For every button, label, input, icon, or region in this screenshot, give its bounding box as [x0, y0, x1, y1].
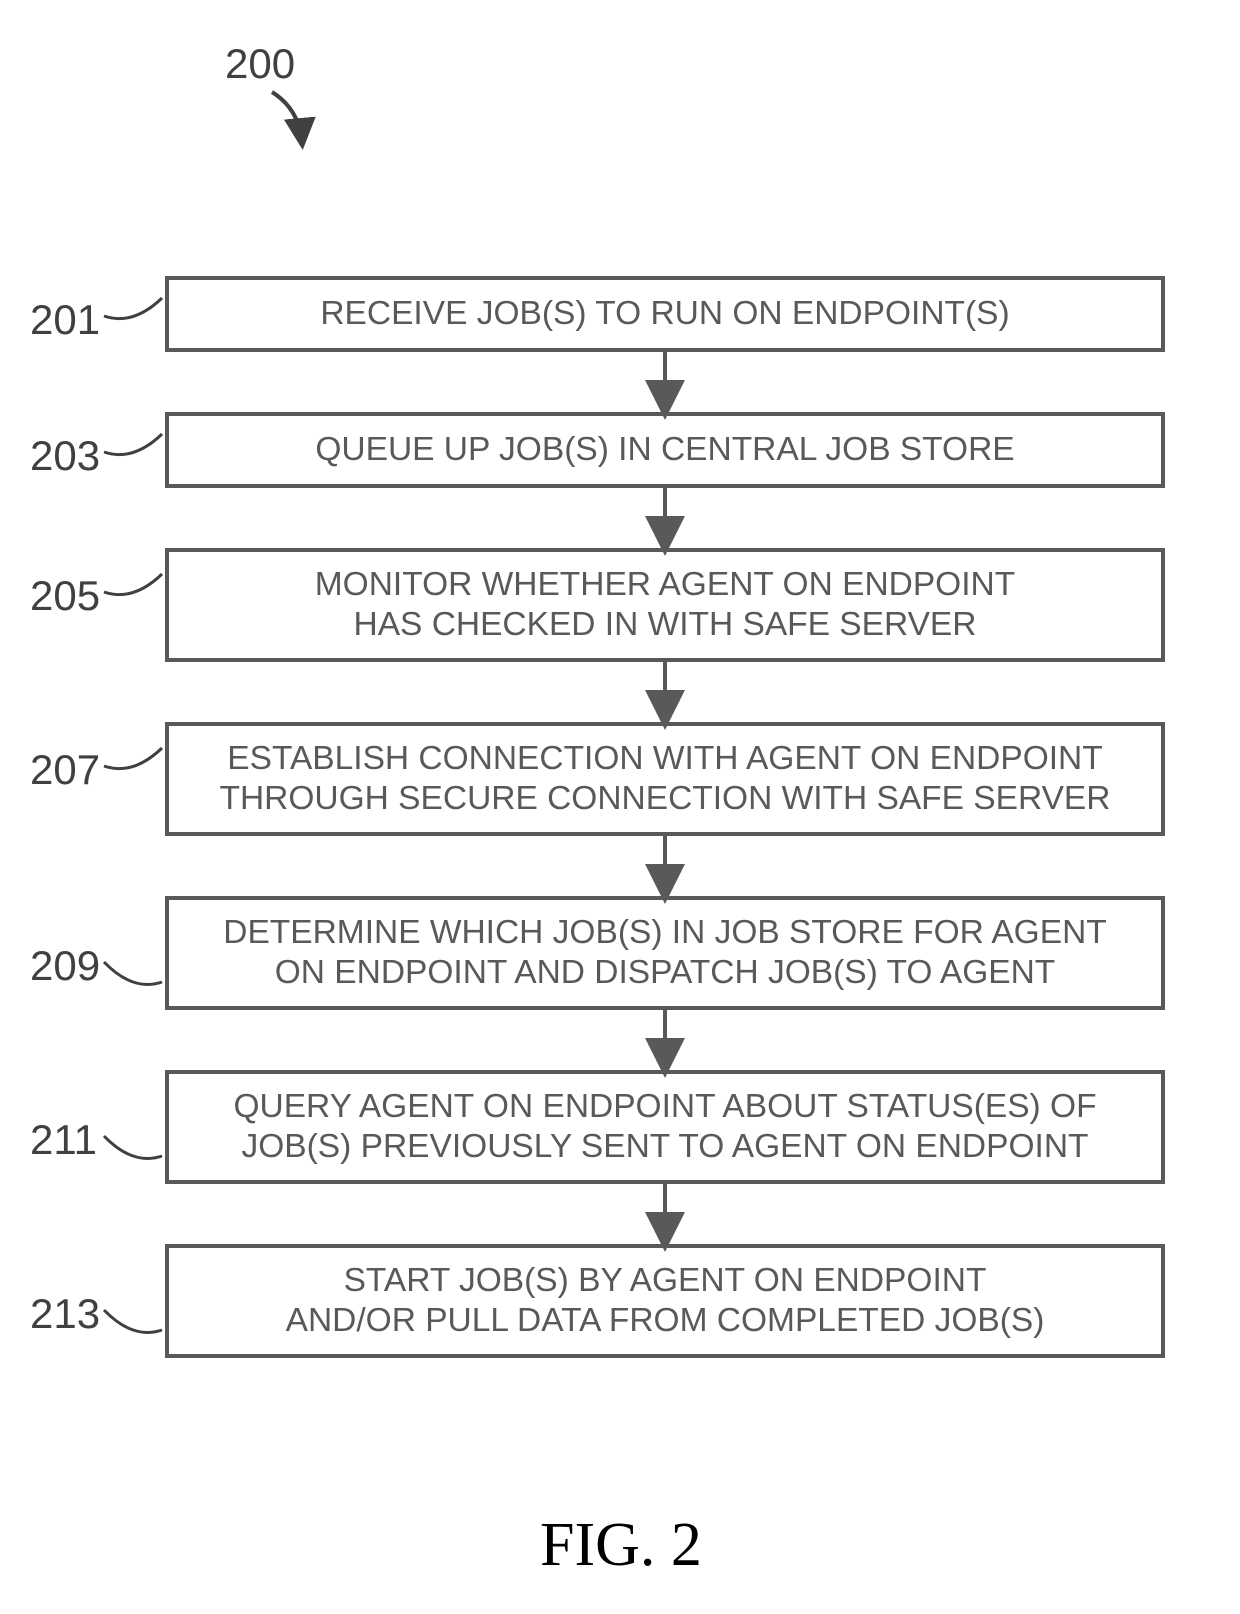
figure-caption: FIG. 2 — [540, 1510, 702, 1581]
label-connectors — [0, 0, 1240, 1614]
flowchart-container: 200 RECEIVE JOB(S) TO RUN ON ENDPOINT(S)… — [0, 0, 1240, 1614]
